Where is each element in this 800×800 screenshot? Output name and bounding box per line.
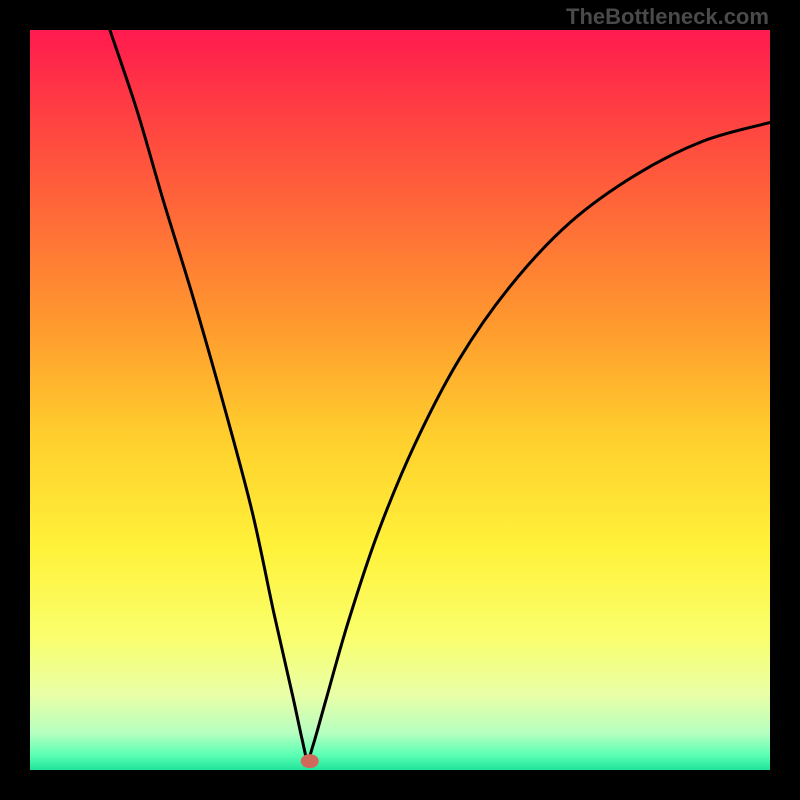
bottleneck-curve xyxy=(110,30,770,759)
watermark-text: TheBottleneck.com xyxy=(566,4,769,30)
min-marker xyxy=(301,754,319,768)
plot-area xyxy=(30,30,770,770)
curve-layer xyxy=(30,30,770,770)
